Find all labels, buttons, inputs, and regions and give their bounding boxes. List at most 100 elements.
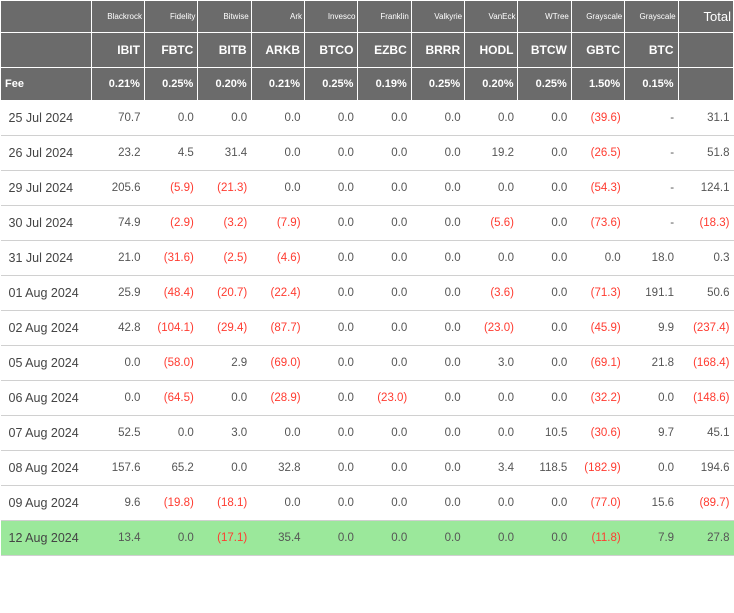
- value-cell: 0.0: [411, 276, 464, 311]
- ticker-bitb: BITB: [198, 33, 251, 68]
- issuer-bitb: Bitwise: [198, 1, 251, 33]
- value-cell: 0.0: [518, 486, 571, 521]
- value-cell: 15.6: [625, 486, 678, 521]
- value-cell: 0.0: [411, 451, 464, 486]
- value-cell: 0.0: [305, 451, 358, 486]
- value-cell: 2.9: [198, 346, 251, 381]
- value-cell: 157.6: [91, 451, 144, 486]
- table-header: BlackrockFidelityBitwiseArkInvescoFrankl…: [1, 1, 734, 101]
- value-cell: 0.0: [198, 381, 251, 416]
- value-cell: 0.0: [305, 101, 358, 136]
- value-cell: (3.2): [198, 206, 251, 241]
- total-cell: 51.8: [678, 136, 733, 171]
- value-cell: (28.9): [251, 381, 304, 416]
- value-cell: 0.0: [144, 416, 197, 451]
- value-cell: (45.9): [571, 311, 624, 346]
- value-cell: 0.0: [251, 101, 304, 136]
- value-cell: (23.0): [465, 311, 518, 346]
- issuer-arkb: Ark: [251, 1, 304, 33]
- value-cell: (182.9): [571, 451, 624, 486]
- date-cell: 26 Jul 2024: [1, 136, 92, 171]
- value-cell: 21.8: [625, 346, 678, 381]
- table-row: 29 Jul 2024205.6(5.9)(21.3)0.00.00.00.00…: [1, 171, 734, 206]
- value-cell: 0.0: [358, 171, 411, 206]
- value-cell: 9.6: [91, 486, 144, 521]
- fee-btco: 0.25%: [305, 68, 358, 101]
- value-cell: (69.1): [571, 346, 624, 381]
- value-cell: (29.4): [198, 311, 251, 346]
- value-cell: (87.7): [251, 311, 304, 346]
- value-cell: (77.0): [571, 486, 624, 521]
- value-cell: 0.0: [144, 101, 197, 136]
- header-blank: [1, 33, 92, 68]
- ticker-brrr: BRRR: [411, 33, 464, 68]
- value-cell: 0.0: [358, 451, 411, 486]
- fee-btcw: 0.25%: [518, 68, 571, 101]
- value-cell: 0.0: [411, 486, 464, 521]
- date-cell: 02 Aug 2024: [1, 311, 92, 346]
- issuer-gbtc: Grayscale: [571, 1, 624, 33]
- total-cell: 45.1: [678, 416, 733, 451]
- value-cell: 0.0: [358, 521, 411, 556]
- value-cell: 0.0: [305, 521, 358, 556]
- value-cell: (26.5): [571, 136, 624, 171]
- table-row: 25 Jul 202470.70.00.00.00.00.00.00.00.0(…: [1, 101, 734, 136]
- value-cell: (64.5): [144, 381, 197, 416]
- value-cell: 7.9: [625, 521, 678, 556]
- table-row: 06 Aug 20240.0(64.5)0.0(28.9)0.0(23.0)0.…: [1, 381, 734, 416]
- value-cell: 32.8: [251, 451, 304, 486]
- value-cell: 0.0: [571, 241, 624, 276]
- value-cell: 0.0: [465, 416, 518, 451]
- value-cell: 0.0: [411, 136, 464, 171]
- value-cell: (3.6): [465, 276, 518, 311]
- value-cell: 0.0: [358, 486, 411, 521]
- fee-ibit: 0.21%: [91, 68, 144, 101]
- value-cell: 118.5: [518, 451, 571, 486]
- value-cell: 205.6: [91, 171, 144, 206]
- fee-bitb: 0.20%: [198, 68, 251, 101]
- fee-fbtc: 0.25%: [144, 68, 197, 101]
- table-row: 01 Aug 202425.9(48.4)(20.7)(22.4)0.00.00…: [1, 276, 734, 311]
- value-cell: (21.3): [198, 171, 251, 206]
- value-cell: 0.0: [518, 101, 571, 136]
- date-cell: 31 Jul 2024: [1, 241, 92, 276]
- table-row: 02 Aug 202442.8(104.1)(29.4)(87.7)0.00.0…: [1, 311, 734, 346]
- value-cell: 0.0: [518, 311, 571, 346]
- fee-label: Fee: [1, 68, 92, 101]
- date-cell: 06 Aug 2024: [1, 381, 92, 416]
- value-cell: 0.0: [358, 101, 411, 136]
- total-cell: (168.4): [678, 346, 733, 381]
- date-cell: 25 Jul 2024: [1, 101, 92, 136]
- value-cell: 31.4: [198, 136, 251, 171]
- value-cell: -: [625, 206, 678, 241]
- value-cell: 19.2: [465, 136, 518, 171]
- value-cell: 0.0: [144, 521, 197, 556]
- value-cell: (11.8): [571, 521, 624, 556]
- value-cell: 0.0: [411, 206, 464, 241]
- value-cell: 0.0: [198, 451, 251, 486]
- value-cell: 70.7: [91, 101, 144, 136]
- value-cell: 0.0: [305, 171, 358, 206]
- table-row: 26 Jul 202423.24.531.40.00.00.00.019.20.…: [1, 136, 734, 171]
- fee-btc: 0.15%: [625, 68, 678, 101]
- table-row: 31 Jul 202421.0(31.6)(2.5)(4.6)0.00.00.0…: [1, 241, 734, 276]
- value-cell: 0.0: [358, 136, 411, 171]
- value-cell: 0.0: [358, 206, 411, 241]
- value-cell: -: [625, 101, 678, 136]
- value-cell: 0.0: [411, 311, 464, 346]
- value-cell: 0.0: [465, 171, 518, 206]
- fee-ezbc: 0.19%: [358, 68, 411, 101]
- value-cell: 4.5: [144, 136, 197, 171]
- total-cell: (148.6): [678, 381, 733, 416]
- table-row: 07 Aug 202452.50.03.00.00.00.00.00.010.5…: [1, 416, 734, 451]
- value-cell: 0.0: [305, 241, 358, 276]
- value-cell: 0.0: [518, 136, 571, 171]
- value-cell: 0.0: [465, 101, 518, 136]
- value-cell: 0.0: [305, 416, 358, 451]
- ticker-ezbc: EZBC: [358, 33, 411, 68]
- value-cell: (71.3): [571, 276, 624, 311]
- date-cell: 09 Aug 2024: [1, 486, 92, 521]
- value-cell: 0.0: [305, 311, 358, 346]
- value-cell: 0.0: [305, 206, 358, 241]
- value-cell: 9.7: [625, 416, 678, 451]
